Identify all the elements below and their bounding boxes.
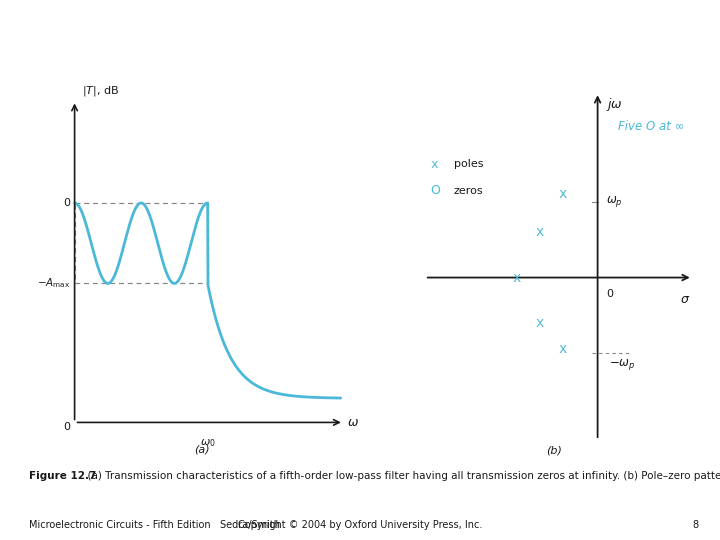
- Text: (b): (b): [546, 445, 562, 455]
- Text: $\omega_p$: $\omega_p$: [606, 194, 623, 210]
- Text: Figure 12.7: Figure 12.7: [29, 471, 96, 482]
- Text: x: x: [536, 316, 544, 330]
- Text: $j\omega$: $j\omega$: [606, 96, 623, 113]
- Text: 0: 0: [606, 289, 613, 299]
- Text: x: x: [431, 158, 438, 171]
- Text: $|T|$, dB: $|T|$, dB: [82, 84, 120, 98]
- Text: 0: 0: [63, 422, 70, 433]
- Text: x: x: [513, 271, 521, 285]
- Text: (a): (a): [194, 444, 210, 454]
- Text: x: x: [559, 342, 567, 356]
- Text: zeros: zeros: [454, 186, 483, 195]
- Text: Five O at ∞: Five O at ∞: [618, 120, 684, 133]
- Text: 0: 0: [63, 198, 70, 208]
- Text: $-A_{\rm max}$: $-A_{\rm max}$: [37, 276, 70, 291]
- Text: $-\omega_p$: $-\omega_p$: [609, 357, 636, 372]
- Text: $\omega$: $\omega$: [347, 416, 359, 429]
- Text: Microelectronic Circuits - Fifth Edition   Sedra/Smith: Microelectronic Circuits - Fifth Edition…: [29, 520, 280, 530]
- Text: x: x: [559, 187, 567, 201]
- Text: (a) Transmission characteristics of a fifth-order low-pass filter having all tra: (a) Transmission characteristics of a fi…: [81, 471, 720, 482]
- Text: O: O: [431, 184, 441, 197]
- Text: 8: 8: [692, 520, 698, 530]
- Text: Copyright © 2004 by Oxford University Press, Inc.: Copyright © 2004 by Oxford University Pr…: [238, 520, 482, 530]
- Text: poles: poles: [454, 159, 483, 169]
- Text: $\omega_0$: $\omega_0$: [200, 437, 215, 449]
- Text: $\sigma$: $\sigma$: [680, 293, 690, 306]
- Text: x: x: [536, 225, 544, 239]
